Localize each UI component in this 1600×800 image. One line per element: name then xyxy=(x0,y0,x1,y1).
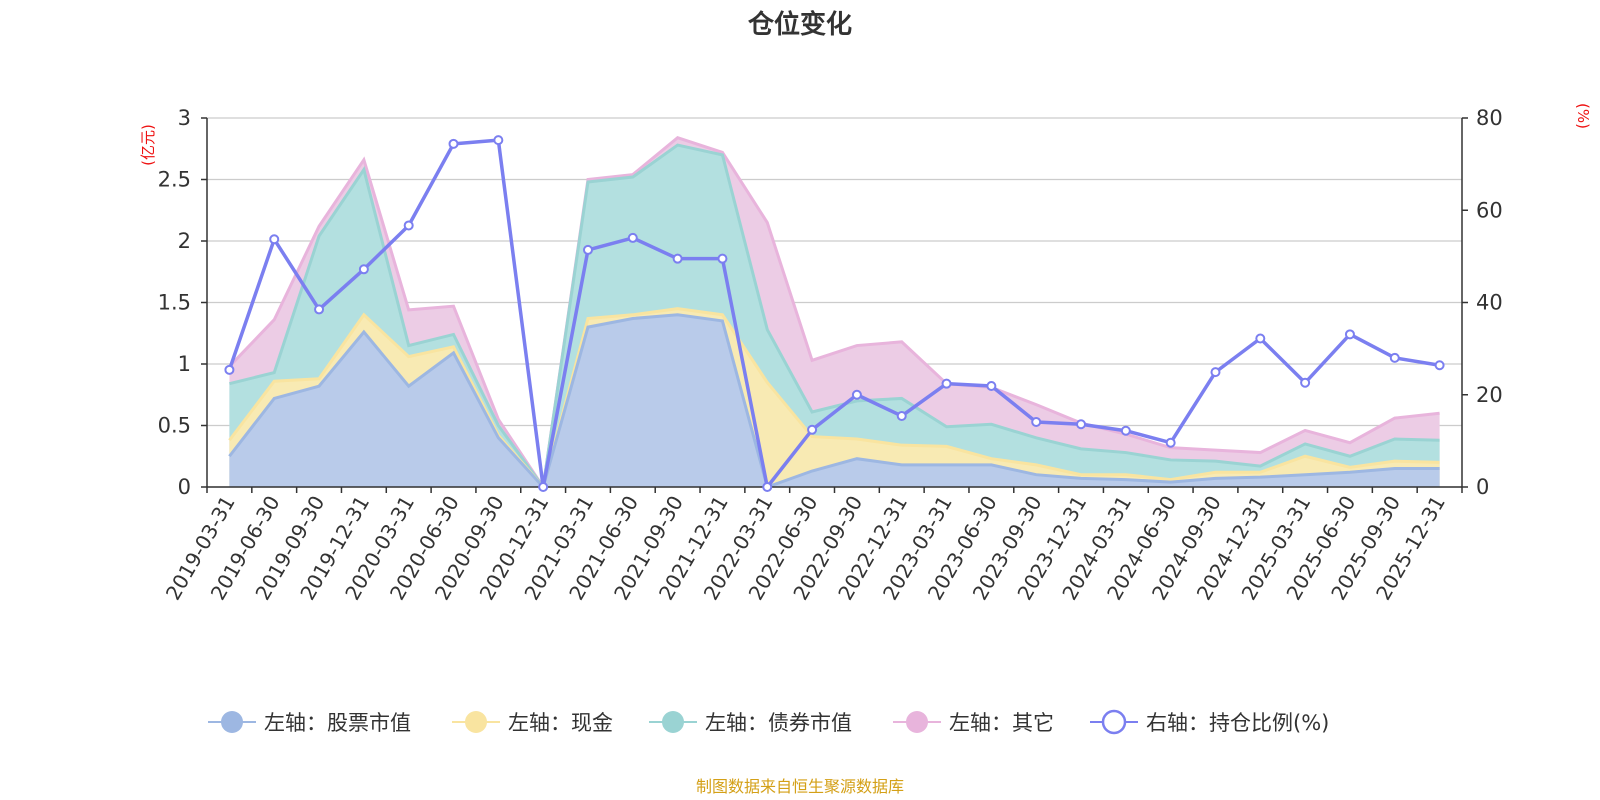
ratio-point-24[interactable] xyxy=(1300,377,1311,388)
ratio-point-27[interactable] xyxy=(1434,360,1445,371)
ratio-point-23[interactable] xyxy=(1255,333,1266,344)
left-tick-label-6: 3 xyxy=(178,106,191,130)
right-tick-label-4: 80 xyxy=(1476,106,1503,130)
legend-swatch-circle-1 xyxy=(465,711,487,733)
left-tick-label-4: 2 xyxy=(178,229,191,253)
right-tick-label-2: 40 xyxy=(1476,291,1503,315)
stacked-areas xyxy=(228,135,1440,492)
legend-swatch-circle-4 xyxy=(1101,709,1127,735)
legend-label-3: 左轴：其它 xyxy=(949,711,1054,735)
area-edge-3 xyxy=(228,313,1440,491)
legend-item-3[interactable]: 左轴：其它 xyxy=(893,711,1054,735)
left-tick-label-3: 1.5 xyxy=(158,291,191,315)
legend-item-1[interactable]: 左轴：现金 xyxy=(452,711,613,735)
ratio-point-22[interactable] xyxy=(1210,367,1221,378)
ratio-point-6[interactable] xyxy=(493,135,504,146)
ratio-point-25[interactable] xyxy=(1344,329,1355,340)
legend-item-2[interactable]: 左轴：债券市值 xyxy=(649,711,852,735)
legend-label-1: 左轴：现金 xyxy=(508,711,613,735)
legend-label-0: 左轴：股票市值 xyxy=(264,711,411,735)
ratio-point-4[interactable] xyxy=(403,220,414,231)
ratio-point-9[interactable] xyxy=(627,232,638,243)
chart-title: 仓位变化 xyxy=(747,9,852,40)
ratio-point-13[interactable] xyxy=(807,424,818,435)
ratio-line-path xyxy=(227,138,1440,489)
ratio-point-15[interactable] xyxy=(896,410,907,421)
legend-label-4: 右轴：持仓比例(%) xyxy=(1146,711,1329,735)
ratio-point-2[interactable] xyxy=(314,304,325,315)
left-tick-label-5: 2.5 xyxy=(158,168,191,192)
legend-swatch-circle-3 xyxy=(906,711,928,733)
ratio-point-1[interactable] xyxy=(269,234,280,245)
right-tick-label-3: 60 xyxy=(1476,198,1503,222)
left-tick-label-1: 0.5 xyxy=(158,414,191,438)
area-edge-0 xyxy=(228,135,1440,492)
right-tick-label-0: 0 xyxy=(1476,475,1489,499)
legend-item-4[interactable]: 右轴：持仓比例(%) xyxy=(1090,709,1329,735)
ratio-point-18[interactable] xyxy=(1031,416,1042,427)
legend-swatch-circle-0 xyxy=(221,711,243,733)
ratio-point-7[interactable] xyxy=(538,482,549,492)
ratio-point-21[interactable] xyxy=(1165,437,1176,448)
legend[interactable]: 左轴：股票市值 左轴：现金 左轴：债券市值 左轴：其它 右轴：持仓比例(%) xyxy=(208,709,1329,735)
legend-swatch-circle-2 xyxy=(662,711,684,733)
ratio-point-14[interactable] xyxy=(851,389,862,400)
left-axis-unit: (亿元) xyxy=(139,124,157,166)
ratio-point-3[interactable] xyxy=(358,264,369,275)
left-tick-label-0: 0 xyxy=(178,475,191,499)
left-tick-label-2: 1 xyxy=(178,352,191,376)
legend-label-2: 左轴：债券市值 xyxy=(705,711,852,735)
ratio-point-10[interactable] xyxy=(672,253,683,264)
area-edge-1 xyxy=(229,143,1440,491)
ratio-point-16[interactable] xyxy=(941,378,952,389)
ratio-point-17[interactable] xyxy=(986,380,997,391)
area-edge-2 xyxy=(228,307,1440,491)
ratio-point-19[interactable] xyxy=(1076,419,1087,430)
right-axis-unit: (%) xyxy=(1574,103,1592,129)
holding-ratio-line xyxy=(224,135,1445,492)
ratio-point-0[interactable] xyxy=(224,364,235,375)
legend-item-0[interactable]: 左轴：股票市值 xyxy=(208,711,411,735)
area-3 xyxy=(229,314,1440,487)
ratio-point-20[interactable] xyxy=(1120,425,1131,436)
ratio-point-12[interactable] xyxy=(762,482,773,492)
source-note: 制图数据来自恒生聚源数据库 xyxy=(696,777,904,796)
ratio-point-5[interactable] xyxy=(448,138,459,149)
ratio-point-8[interactable] xyxy=(582,244,593,255)
ratio-point-11[interactable] xyxy=(717,253,728,264)
ratio-point-26[interactable] xyxy=(1389,352,1400,363)
right-tick-label-1: 20 xyxy=(1476,383,1503,407)
